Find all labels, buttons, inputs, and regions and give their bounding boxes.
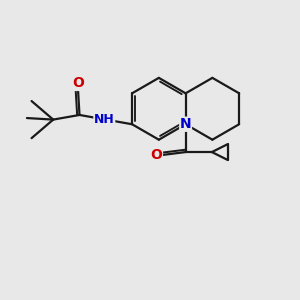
Text: N: N (180, 117, 191, 131)
Text: NH: NH (94, 112, 115, 125)
Text: O: O (151, 148, 162, 162)
Text: O: O (72, 76, 84, 90)
